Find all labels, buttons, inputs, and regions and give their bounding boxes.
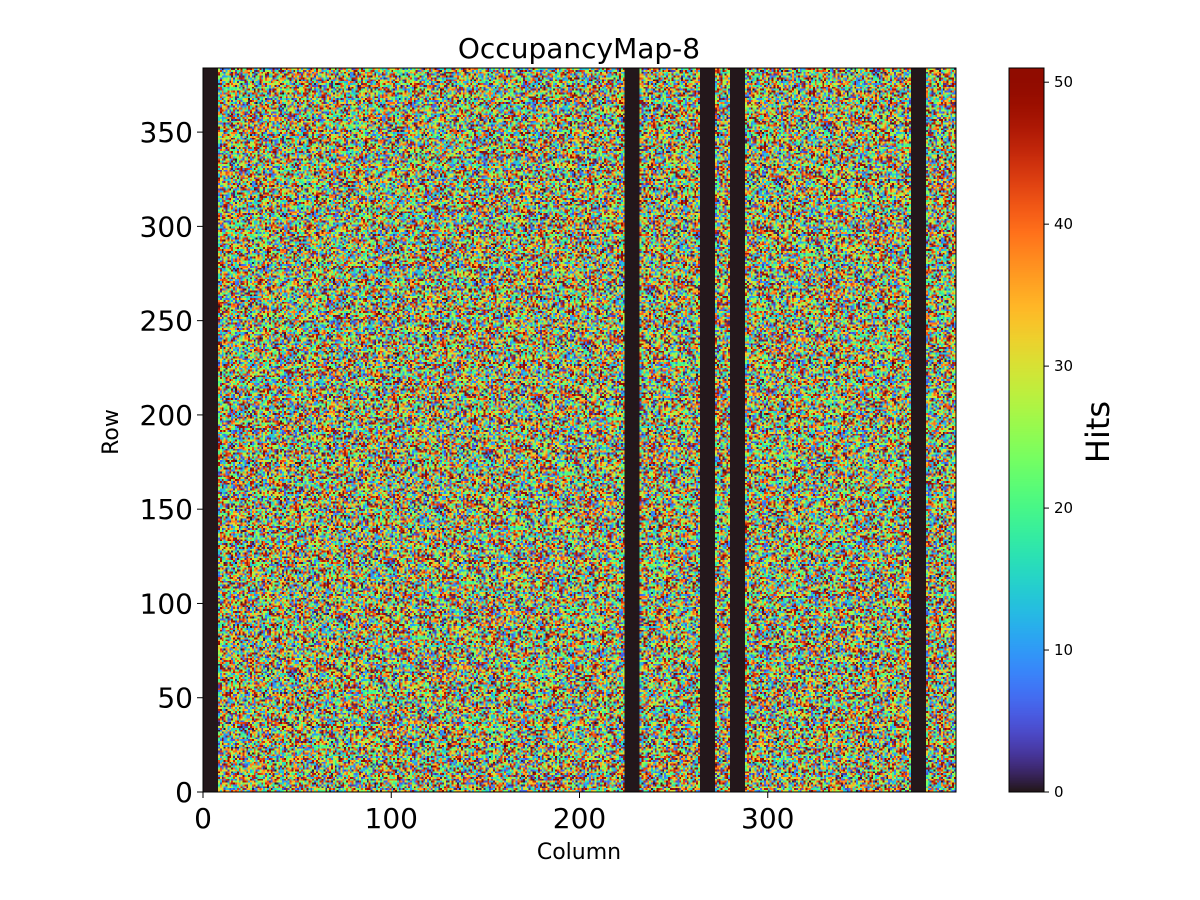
y-tick-label: 50 — [157, 682, 193, 715]
colorbar-gradient — [1009, 68, 1044, 792]
colorbar-ticks: 0 10 20 30 40 50 — [1044, 73, 1073, 801]
x-tick-label: 100 — [365, 802, 418, 835]
x-axis-label: Column — [537, 840, 621, 865]
x-tick-label: 0 — [194, 802, 212, 835]
x-axis-ticks: 0 100 200 300 — [194, 792, 794, 835]
plot-frame — [202, 67, 957, 793]
y-tick-label: 150 — [140, 493, 193, 526]
colorbar-tick-label: 50 — [1054, 73, 1073, 91]
y-tick-label: 350 — [140, 116, 193, 149]
colorbar-tick-label: 10 — [1054, 641, 1073, 659]
colorbar-label: Hits — [1079, 401, 1117, 463]
colorbar-tick-label: 0 — [1054, 783, 1064, 801]
y-tick-label: 300 — [140, 210, 193, 243]
y-tick-label: 250 — [140, 305, 193, 338]
x-tick-label: 300 — [741, 802, 794, 835]
heatmap-image — [203, 68, 956, 792]
colorbar-tick-label: 30 — [1054, 357, 1073, 375]
y-tick-label: 100 — [140, 587, 193, 620]
chart-title: OccupancyMap-8 — [458, 32, 700, 65]
y-tick-label: 200 — [140, 399, 193, 432]
colorbar-frame — [1008, 67, 1045, 793]
y-tick-label: 0 — [175, 776, 193, 809]
colorbar-tick-label: 20 — [1054, 499, 1073, 517]
x-tick-label: 200 — [553, 802, 606, 835]
y-axis-label: Row — [99, 409, 124, 455]
colorbar-tick-label: 40 — [1054, 215, 1073, 233]
y-axis-ticks: 0 50 100 150 200 250 300 350 — [140, 116, 203, 809]
